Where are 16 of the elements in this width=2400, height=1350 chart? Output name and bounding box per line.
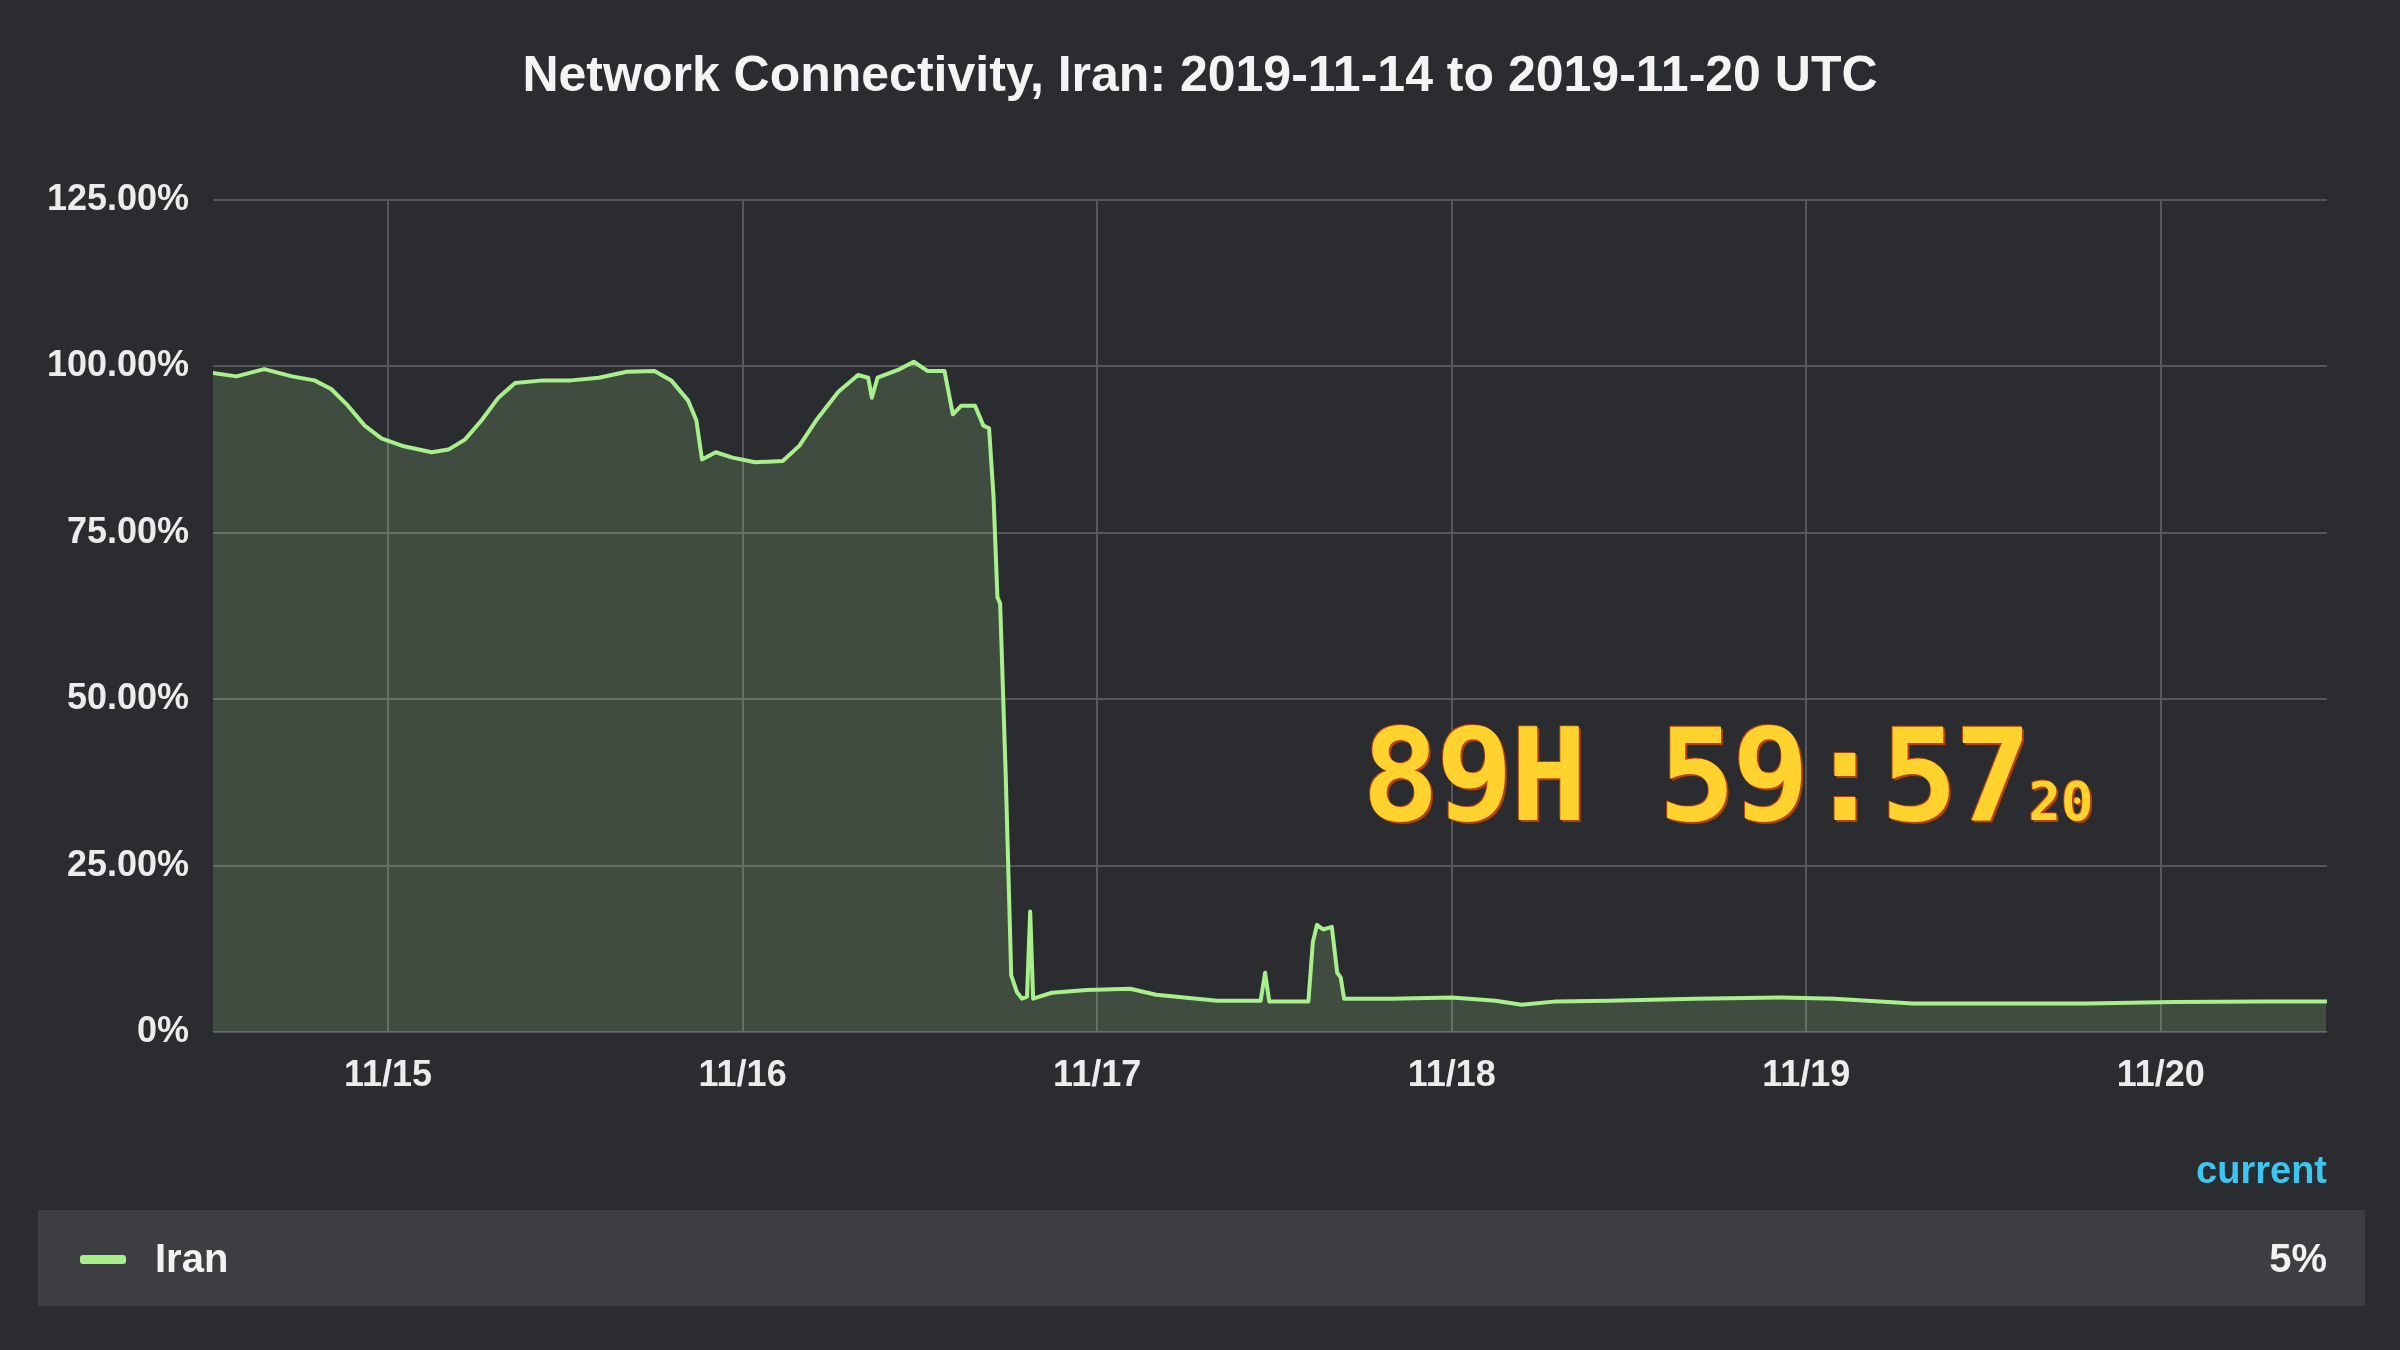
x-tick-label: 11/18 (1407, 1052, 1496, 1094)
legend-panel: Iran 5% (38, 1210, 2365, 1306)
legend-label: Iran (155, 1235, 229, 1282)
y-tick-label: 100.00% (46, 343, 189, 385)
y-tick-label: 50.00% (66, 676, 189, 718)
y-tick-label: 125.00% (46, 176, 189, 218)
x-tick-label: 11/17 (1053, 1052, 1142, 1094)
x-tick-label: 11/20 (2116, 1052, 2205, 1094)
text: current (2196, 1148, 2327, 1192)
y-tick-label: 25.00% (66, 842, 189, 884)
chart-title: Network Connectivity, Iran: 2019-11-14 to 2019-11-20 UTC (521, 45, 1879, 104)
x-tick-label: 11/19 (1762, 1052, 1851, 1094)
x-tick-label: 11/16 (698, 1052, 787, 1094)
x-tick-label: 11/15 (344, 1052, 433, 1094)
y-tick-label: 75.00% (66, 509, 189, 551)
y-tick-label: 0% (136, 1008, 189, 1050)
